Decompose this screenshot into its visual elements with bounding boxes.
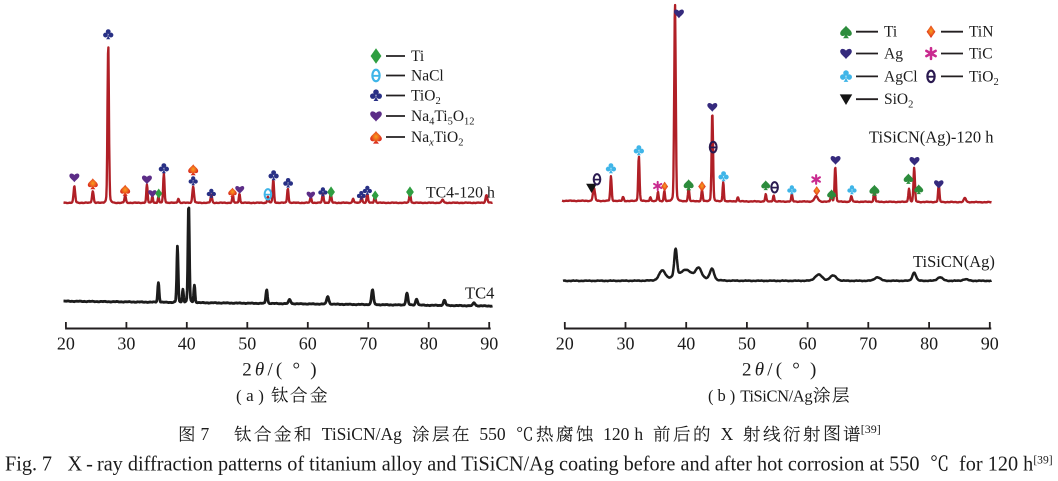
- svg-text:NaxTiO2: NaxTiO2: [411, 129, 463, 149]
- svg-text:TiN: TiN: [969, 24, 993, 41]
- svg-text:TC4: TC4: [465, 284, 494, 303]
- svg-text:TiSiCN(Ag): TiSiCN(Ag): [913, 252, 995, 271]
- svg-text:NaCl: NaCl: [411, 68, 444, 85]
- svg-text:TiO2: TiO2: [969, 68, 999, 88]
- svg-text:80: 80: [920, 334, 938, 354]
- svg-text:90: 90: [981, 334, 999, 354]
- svg-text:TiSiCN(Ag)-120 h: TiSiCN(Ag)-120 h: [869, 128, 994, 147]
- svg-text:20: 20: [556, 334, 574, 354]
- svg-text:90: 90: [480, 334, 498, 354]
- svg-text:40: 40: [677, 334, 695, 354]
- svg-text:70: 70: [359, 334, 377, 354]
- svg-text:Ag: Ag: [884, 46, 903, 63]
- svg-text:SiO2: SiO2: [884, 91, 913, 111]
- svg-text:40: 40: [178, 334, 196, 354]
- svg-text:Ti: Ti: [411, 48, 425, 65]
- svg-text:60: 60: [799, 334, 817, 354]
- svg-text:TC4-120 h: TC4-120 h: [426, 185, 495, 202]
- svg-text:TiO2: TiO2: [411, 88, 441, 108]
- svg-text:TiC: TiC: [969, 46, 993, 63]
- svg-text:50: 50: [738, 334, 756, 354]
- svg-text:Na4Ti5O12: Na4Ti5O12: [411, 108, 475, 128]
- svg-text:50: 50: [238, 334, 256, 354]
- svg-text:30: 30: [617, 334, 635, 354]
- svg-text:30: 30: [117, 334, 135, 354]
- svg-text:Ti: Ti: [884, 24, 898, 41]
- svg-text:2θ/( ° ): 2θ/( ° ): [242, 360, 320, 381]
- svg-text:80: 80: [420, 334, 438, 354]
- svg-text:20: 20: [57, 334, 75, 354]
- svg-text:60: 60: [299, 334, 317, 354]
- svg-text:AgCl: AgCl: [884, 68, 918, 85]
- svg-text:2θ/( ° ): 2θ/( ° ): [742, 360, 820, 381]
- svg-text:70: 70: [859, 334, 877, 354]
